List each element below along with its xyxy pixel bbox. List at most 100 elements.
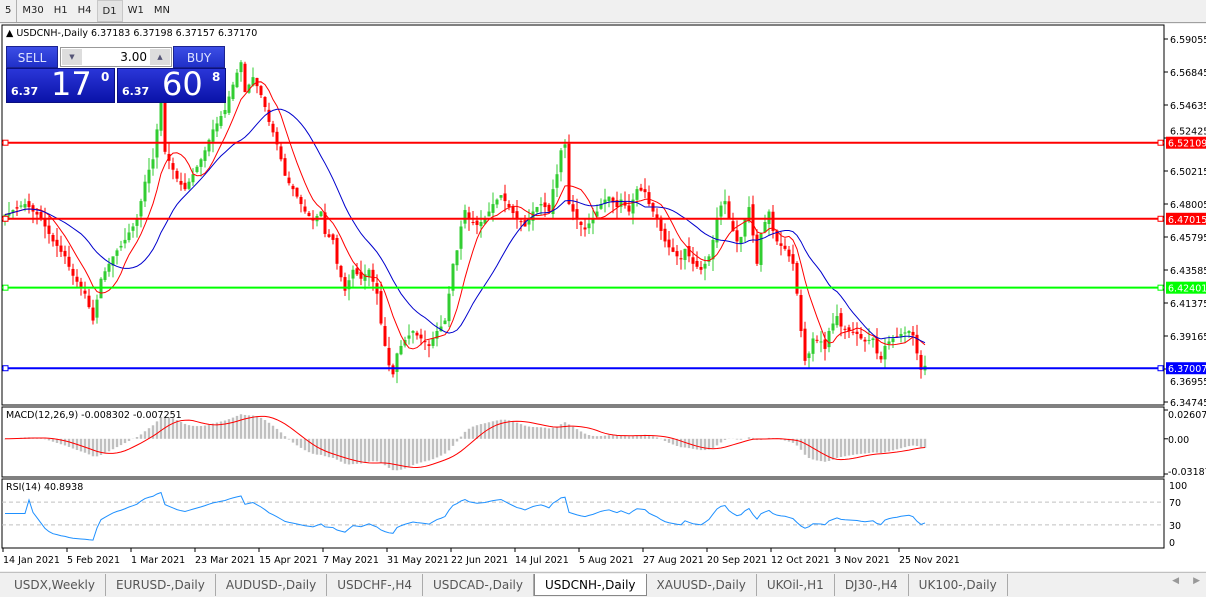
bear-candle [335, 238, 339, 264]
bear-candle [847, 327, 851, 331]
bull-candle [759, 233, 763, 265]
price-tick-label: 6.45795 [1170, 233, 1206, 244]
macd-bar [135, 437, 139, 439]
macd-bar [351, 438, 355, 465]
bull-candle [527, 219, 531, 225]
chart-tab[interactable]: XAUUSD-,Daily [647, 574, 757, 596]
macd-bar [331, 438, 335, 458]
timeframe-h4[interactable]: H4 [77, 5, 92, 16]
scroll-left-icon[interactable]: ◀ [1172, 576, 1180, 586]
macd-bar [527, 426, 531, 439]
chart-tab[interactable]: UKOil-,H1 [757, 574, 835, 596]
bear-candle [755, 234, 759, 264]
macd-bar [715, 438, 719, 446]
macd-bar [915, 438, 919, 446]
macd-label: MACD(12,26,9) -0.008302 -0.007251 [6, 410, 182, 421]
price-tick-label: 6.43585 [1170, 266, 1206, 277]
bear-candle [823, 339, 827, 349]
bear-candle [31, 205, 35, 212]
lot-increase-button[interactable]: ▲ [150, 49, 170, 65]
timeframe-mn[interactable]: MN [153, 5, 170, 16]
macd-bar [371, 438, 375, 462]
macd-bar [179, 421, 183, 439]
macd-bar [123, 438, 127, 444]
macd-bar [675, 438, 679, 446]
macd-bar [671, 438, 675, 445]
bear-candle [855, 331, 859, 334]
chart-tab[interactable]: DJ30-,H4 [835, 574, 909, 596]
lot-size-input[interactable]: ▼ 3.00 ▲ [60, 47, 172, 67]
timeframe-d1[interactable]: D1 [96, 0, 123, 22]
macd-bar [591, 435, 595, 439]
timeframe-h1[interactable]: H1 [53, 5, 68, 16]
collapse-triangle-icon[interactable]: ▲ [6, 28, 14, 39]
sell-button[interactable]: SELL [6, 46, 58, 68]
bear-candle [183, 182, 187, 190]
chart-tab[interactable]: EURUSD-,Daily [106, 574, 216, 596]
level-handle [1157, 139, 1164, 146]
date-tick-label: 31 May 2021 [387, 555, 449, 566]
price-tick-label: 6.48005 [1170, 200, 1206, 211]
lot-decrease-button[interactable]: ▼ [62, 49, 82, 65]
bull-candle [159, 102, 163, 131]
macd-bar [203, 425, 207, 439]
bear-candle [91, 307, 95, 321]
macd-bar [883, 438, 887, 453]
macd-bar [475, 425, 479, 439]
bull-candle [607, 196, 611, 202]
timeframe-5[interactable]: 5 [5, 5, 12, 16]
lot-value: 3.00 [120, 50, 147, 64]
sell-price[interactable]: 6.37 17 0 [6, 65, 115, 103]
macd-bar [519, 424, 523, 439]
bear-candle [371, 269, 375, 282]
macd-bar [255, 416, 259, 439]
chart-tab[interactable]: USDCHF-,H4 [327, 574, 423, 596]
bull-candle [107, 263, 111, 272]
bear-candle [471, 221, 475, 223]
chart-tab[interactable]: USDCAD-,Daily [423, 574, 534, 596]
macd-bar [279, 432, 283, 439]
bear-candle [323, 212, 327, 234]
macd-bar [291, 438, 295, 443]
bear-candle [675, 251, 679, 257]
bear-candle [379, 291, 383, 324]
chart-window[interactable]: 6.59055 6.56845 6.54635 6.52425 6.50215 6.480… [0, 24, 1206, 571]
bear-candle [15, 207, 19, 209]
bull-candle [739, 236, 743, 244]
macd-bar [411, 438, 415, 466]
macd-bar [427, 438, 431, 461]
date-tick-label: 14 Jul 2021 [515, 555, 569, 566]
ma-fast-line [4, 81, 926, 350]
date-tick-label: 20 Sep 2021 [707, 555, 767, 566]
macd-bar [839, 438, 843, 458]
bear-candle [419, 334, 423, 339]
buy-price[interactable]: 6.37 60 8 [117, 65, 226, 103]
chart-canvas[interactable]: 6.59055 6.56845 6.54635 6.52425 6.50215 6.480… [0, 24, 1206, 571]
level-price-label: 6.42401 [1168, 284, 1206, 295]
bull-candle [439, 326, 443, 332]
chart-tab[interactable]: USDCNH-,Daily [533, 574, 647, 596]
macd-bar [603, 435, 607, 439]
macd-tick-label: -0.03187 [1168, 467, 1206, 478]
chart-tab[interactable]: USDX,Weekly [4, 574, 106, 596]
rsi-tick-label: 100 [1169, 481, 1187, 492]
price-tick-label: 6.59055 [1170, 35, 1206, 46]
buy-button[interactable]: BUY [173, 46, 225, 68]
macd-bar [751, 437, 755, 439]
date-tick-label: 7 May 2021 [323, 555, 379, 566]
bull-candle [539, 204, 543, 206]
scroll-right-icon[interactable]: ▶ [1193, 576, 1200, 586]
macd-bar [287, 438, 291, 440]
bull-candle [591, 219, 595, 224]
macd-bar [343, 438, 347, 464]
timeframe-w1[interactable]: W1 [127, 5, 144, 16]
bear-candle [775, 230, 779, 242]
timeframe-m30[interactable]: M30 [16, 0, 48, 22]
chart-tab[interactable]: AUDUSD-,Daily [216, 574, 328, 596]
macd-bar [571, 426, 575, 439]
chart-tab[interactable]: UK100-,Daily [909, 574, 1008, 596]
bull-candle [191, 174, 195, 183]
macd-bar [435, 438, 439, 458]
macd-bar [555, 426, 559, 439]
macd-bar [235, 415, 239, 439]
